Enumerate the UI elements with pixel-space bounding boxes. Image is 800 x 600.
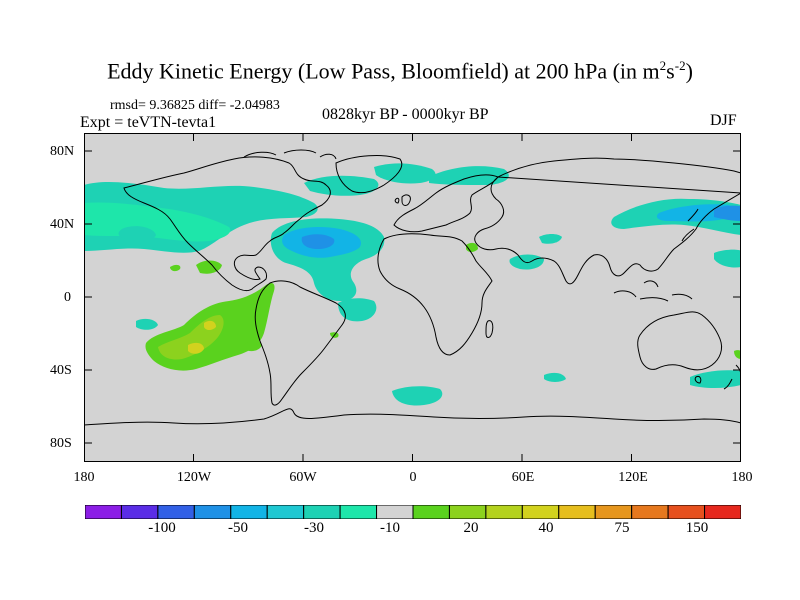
contour-south-america-pos: [244, 340, 262, 352]
contour-mexico-pos: [196, 260, 222, 274]
colorbar-box: [667, 505, 706, 519]
contour-hawaii-pos: [170, 264, 181, 272]
colorbar-box: [594, 505, 633, 519]
season-label: DJF: [710, 112, 737, 129]
coast-europe: [393, 174, 499, 233]
colorbar-box: [266, 505, 305, 519]
contour-npac-east: [714, 249, 741, 268]
stats-text: rmsd= 9.36825 diff= -2.04983: [110, 98, 280, 113]
contour-spac-core: [188, 342, 204, 354]
lat-ticks: [84, 150, 741, 444]
contour-satl-neg: [338, 298, 377, 322]
coast-arctic-islands: [243, 149, 337, 160]
figure-title: Eddy Kinetic Energy (Low Pass, Bloomfiel…: [107, 58, 693, 84]
coast-africa: [377, 233, 493, 356]
colorbar-box: [521, 505, 560, 519]
colorbar-box: [193, 505, 232, 519]
experiment-label: Expt = teVTN-tevta1: [80, 114, 217, 131]
period-label: 0828kyr BP - 0000kyr BP: [322, 106, 489, 123]
lon-label-0: 0: [409, 470, 417, 485]
colorbar-label-neg30: -30: [304, 520, 324, 536]
colorbar-label-neg50: -50: [228, 520, 248, 536]
colorbar-box: [303, 505, 341, 519]
colorbar-boxes: [85, 505, 741, 519]
contour-arctic-atlantic: [374, 163, 436, 184]
colorbar-box: [120, 505, 159, 519]
coast-indonesia: [613, 280, 693, 302]
colorbar-box: [157, 505, 195, 519]
colorbar-box: [412, 505, 450, 519]
coast-japan: [681, 208, 699, 242]
map-frame: [84, 133, 741, 462]
colorbar-box: [448, 505, 487, 519]
coast-tasmania: [694, 376, 702, 384]
colorbar: [85, 505, 741, 519]
colorbar-box: [631, 505, 669, 519]
contour-fills: [84, 163, 741, 406]
lat-label-80s: 80S: [50, 436, 72, 451]
contour-spac-core2: [204, 320, 216, 330]
coast-madagascar: [485, 320, 494, 338]
lon-label-120w: 120W: [176, 470, 212, 485]
lat-label-80n: 80N: [50, 144, 75, 159]
colorbar-label-20: 20: [463, 520, 479, 536]
contour-atlantic-core: [301, 234, 335, 249]
colorbar-label-75: 75: [614, 520, 630, 536]
lon-label-180e: 180: [731, 470, 753, 485]
lat-label-0: 0: [64, 290, 71, 305]
contour-spac-east-pos: [734, 350, 741, 359]
colorbar-label-150: 150: [685, 520, 709, 536]
map-background: [84, 133, 741, 462]
colorbar-label-40: 40: [538, 520, 554, 536]
coast-north-america: [123, 156, 331, 292]
map-panel: [84, 133, 741, 462]
colorbar-box: [85, 505, 122, 519]
lon-label-60w: 60W: [289, 470, 317, 485]
colorbar-label-neg10: -10: [380, 520, 400, 536]
contour-spac-neg: [136, 318, 158, 330]
colorbar-box: [339, 505, 378, 519]
lon-label-120e: 120E: [618, 470, 648, 485]
lon-ticks: [193, 133, 632, 462]
lat-label-40s: 40S: [50, 363, 72, 378]
coast-australia: [637, 311, 723, 371]
colorbar-label-neg100: -100: [148, 520, 176, 536]
colorbar-box: [485, 505, 523, 519]
contour-spac-east: [690, 370, 741, 388]
lat-label-40n: 40N: [50, 217, 75, 232]
contour-southern-ocean: [392, 386, 443, 406]
colorbar-box: [558, 505, 596, 519]
coast-asia: [474, 157, 741, 285]
colorbar-box: [704, 505, 741, 519]
lon-label-180w: 180: [73, 470, 95, 485]
contour-tibet: [539, 234, 562, 244]
contour-india-neg: [509, 254, 544, 270]
coast-british-isles: [394, 194, 411, 206]
coastlines: [84, 149, 741, 426]
colorbar-box: [376, 505, 414, 519]
contour-hudson: [304, 175, 379, 196]
contour-west-pacific-core: [714, 205, 741, 221]
coast-south-america: [254, 280, 346, 406]
contour-pacific-blob: [118, 226, 156, 242]
lon-label-60e: 60E: [511, 470, 535, 485]
colorbar-box: [230, 505, 268, 519]
coast-greenland: [335, 155, 403, 194]
contour-sindian: [544, 372, 566, 382]
coast-antarctica: [84, 408, 741, 426]
contour-barents: [429, 166, 509, 185]
